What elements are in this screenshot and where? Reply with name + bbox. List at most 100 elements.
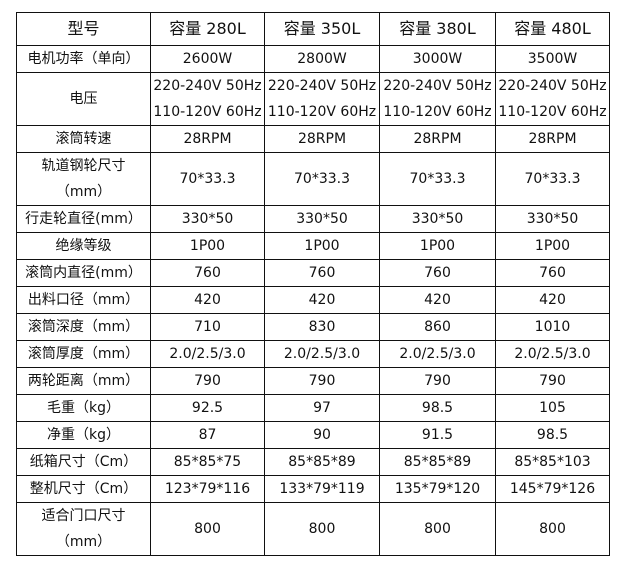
spec-value: 2.0/2.5/3.0 xyxy=(495,340,610,368)
row-label-text: 两轮距离（mm） xyxy=(27,373,140,389)
spec-value-text: 220-240V 50Hz xyxy=(383,78,492,94)
spec-value: 145*79*126 xyxy=(495,475,610,503)
spec-value: 28RPM xyxy=(264,125,380,153)
spec-table: 型号 容量 280L 容量 350L 容量 380L 容量 480L 电机功率（… xyxy=(16,12,610,556)
spec-value: 790 xyxy=(495,367,610,395)
spec-value-text: 98.5 xyxy=(536,427,569,443)
header-row: 型号 容量 280L 容量 350L 容量 380L 容量 480L xyxy=(16,12,610,46)
spec-value: 85*85*103 xyxy=(495,448,610,476)
spec-value: 85*85*89 xyxy=(264,448,380,476)
row-label: 电机功率（单向） xyxy=(16,45,151,73)
spec-row: 整机尺寸（Cm） 123*79*116 133*79*119 135*79*120 14… xyxy=(16,475,610,503)
row-label-text: 滚筒厚度（mm） xyxy=(27,346,140,362)
row-label-text: 整机尺寸（Cm） xyxy=(29,481,138,497)
spec-value: 220-240V 50Hz 110-120V 60Hz xyxy=(150,72,265,126)
spec-value-text: 70*33.3 xyxy=(179,171,236,187)
spec-value-text: 800 xyxy=(424,521,451,537)
spec-value: 91.5 xyxy=(379,421,496,449)
spec-value-text: 2600W xyxy=(182,51,233,67)
spec-value: 85*85*89 xyxy=(379,448,496,476)
spec-value: 330*50 xyxy=(150,205,265,233)
spec-row: 两轮距离（mm） 790 790 790 790 xyxy=(16,367,610,395)
spec-row: 轨道钢轮尺寸 （mm） 70*33.3 70*33.3 70*33.3 70*33.3 xyxy=(16,152,610,206)
row-label: 净重（kg） xyxy=(16,421,151,449)
spec-value-text: 1P00 xyxy=(304,238,340,254)
spec-value: 28RPM xyxy=(150,125,265,153)
spec-value-text: 2.0/2.5/3.0 xyxy=(514,346,591,362)
spec-value: 420 xyxy=(264,286,380,314)
spec-value-text: 133*79*119 xyxy=(279,481,365,497)
spec-value: 2800W xyxy=(264,45,380,73)
spec-value-text: 330*50 xyxy=(296,211,348,227)
spec-value-text: 420 xyxy=(424,292,451,308)
spec-value-text: 1P00 xyxy=(189,238,226,254)
spec-value: 860 xyxy=(379,313,496,341)
header-label: 型号 xyxy=(16,12,151,46)
spec-value-text: 800 xyxy=(308,521,336,537)
row-label: 出料口径（mm） xyxy=(16,286,151,314)
spec-value-text: 87 xyxy=(198,427,217,443)
spec-value: 760 xyxy=(150,259,265,287)
spec-value-text: 330*50 xyxy=(411,211,464,227)
spec-value: 133*79*119 xyxy=(264,475,380,503)
row-label: 滚筒转速 xyxy=(16,125,151,153)
spec-value-text: 105 xyxy=(539,400,566,416)
spec-value: 800 xyxy=(495,502,610,556)
model-480l: 容量 480L xyxy=(495,12,610,46)
spec-value-text: 1P00 xyxy=(419,238,456,254)
spec-value: 123*79*116 xyxy=(150,475,265,503)
spec-row: 行走轮直径(mm） 330*50 330*50 330*50 330*50 xyxy=(16,205,610,233)
spec-value: 220-240V 50Hz 110-120V 60Hz xyxy=(495,72,610,126)
row-label: 毛重（kg） xyxy=(16,394,151,422)
spec-value: 420 xyxy=(495,286,610,314)
spec-value-text: 92.5 xyxy=(191,400,224,416)
spec-row: 适合门口尺寸 （mm） 800 800 800 800 xyxy=(16,502,610,556)
spec-value: 70*33.3 xyxy=(379,152,496,206)
row-label-text: 净重（kg） xyxy=(47,427,120,443)
row-label-text: （mm） xyxy=(55,184,112,200)
spec-value-text: 85*85*103 xyxy=(514,454,591,470)
spec-value-text: 760 xyxy=(539,265,566,281)
row-label-text: 行走轮直径(mm） xyxy=(25,211,142,227)
spec-row: 电机功率（单向） 2600W 2800W 3000W 3500W xyxy=(16,45,610,73)
model-380l: 容量 380L xyxy=(379,12,496,46)
spec-value: 92.5 xyxy=(150,394,265,422)
spec-value-text: 70*33.3 xyxy=(294,171,350,187)
spec-value-text: 760 xyxy=(194,265,221,281)
spec-value-text: 98.5 xyxy=(421,400,454,416)
spec-value-text: 220-240V 50Hz xyxy=(153,78,262,94)
spec-value-text: 420 xyxy=(308,292,336,308)
row-label-text: 出料口径（mm） xyxy=(27,292,140,308)
spec-row: 滚筒转速 28RPM 28RPM 28RPM 28RPM xyxy=(16,125,610,153)
spec-value: 760 xyxy=(264,259,380,287)
spec-value: 2.0/2.5/3.0 xyxy=(379,340,496,368)
spec-value-text: 110-120V 60Hz xyxy=(498,104,607,120)
spec-value: 760 xyxy=(495,259,610,287)
spec-value-text: 220-240V 50Hz xyxy=(498,78,607,94)
spec-value: 330*50 xyxy=(379,205,496,233)
row-label-text: 滚筒转速 xyxy=(55,131,112,147)
spec-value: 90 xyxy=(264,421,380,449)
spec-value: 220-240V 50Hz 110-120V 60Hz xyxy=(264,72,380,126)
spec-value: 790 xyxy=(379,367,496,395)
spec-row: 滚筒厚度（mm） 2.0/2.5/3.0 2.0/2.5/3.0 2.0/2.5/3.… xyxy=(16,340,610,368)
spec-value-text: 420 xyxy=(194,292,221,308)
spec-value-text: 110-120V 60Hz xyxy=(153,104,262,120)
spec-value: 330*50 xyxy=(495,205,610,233)
spec-value: 3500W xyxy=(495,45,610,73)
spec-row: 出料口径（mm） 420 420 420 420 xyxy=(16,286,610,314)
spec-value: 28RPM xyxy=(495,125,610,153)
spec-value: 1P00 xyxy=(264,232,380,260)
row-label-text: 滚筒内直径(mm） xyxy=(25,265,142,281)
spec-value: 800 xyxy=(264,502,380,556)
spec-value: 70*33.3 xyxy=(150,152,265,206)
spec-value-text: 90 xyxy=(313,427,331,443)
spec-value: 800 xyxy=(379,502,496,556)
spec-value-text: 760 xyxy=(424,265,451,281)
spec-value-text: 97 xyxy=(313,400,331,416)
spec-value: 2.0/2.5/3.0 xyxy=(264,340,380,368)
spec-value: 1010 xyxy=(495,313,610,341)
row-label: 轨道钢轮尺寸 （mm） xyxy=(16,152,151,206)
spec-value: 3000W xyxy=(379,45,496,73)
spec-row: 滚筒内直径(mm） 760 760 760 760 xyxy=(16,259,610,287)
